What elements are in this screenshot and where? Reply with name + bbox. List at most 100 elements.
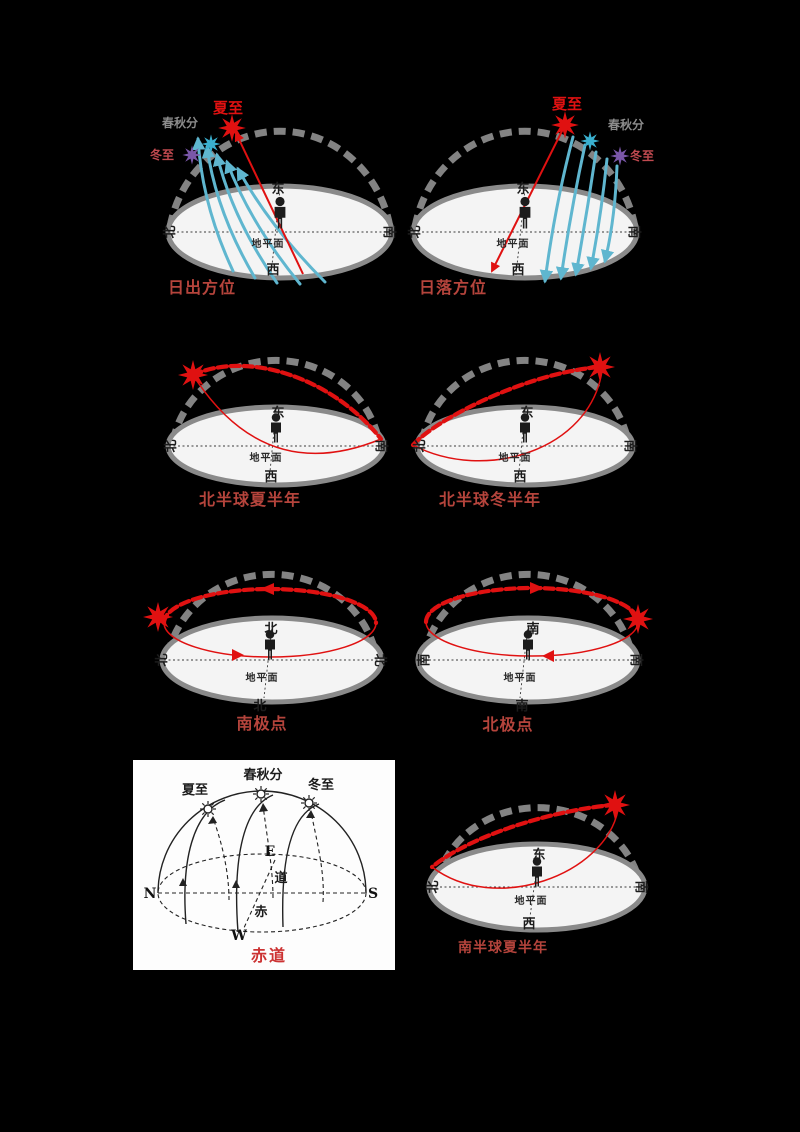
north-label: 北 <box>413 439 428 452</box>
direction-label-bottom: 南 <box>515 698 528 714</box>
sun-path-below-horizon <box>192 374 382 455</box>
horizon-plane-label: 地平面 <box>515 894 548 907</box>
east-label: 东 <box>532 847 545 863</box>
axis-line-v <box>263 624 273 699</box>
direction-label-left: 北 <box>155 653 170 666</box>
sunrise-caption: 日出方位 <box>168 278 236 297</box>
sky-dome-arc <box>166 127 394 228</box>
horizon-plane-label: 地平面 <box>252 237 285 250</box>
rise-arrow-1 <box>208 816 217 824</box>
sky-dome-arc <box>433 804 643 881</box>
panel-south-pole: 北 北 北 北 地平面 南极点 <box>143 570 387 733</box>
summer-sun-ray <box>234 131 304 275</box>
southern-mid-latitude-caption: 南半球夏半年 <box>458 939 548 956</box>
south-label: 南 <box>373 439 389 452</box>
winter-sun-star <box>610 146 630 166</box>
sky-dome-arc <box>420 570 636 656</box>
equinox-rise-dashed <box>262 804 274 899</box>
north-label: 北 <box>164 439 179 452</box>
sky-dome-arc <box>169 356 383 442</box>
west-label: 西 <box>513 470 526 485</box>
south-label: 南 <box>626 225 642 238</box>
east-label: 东 <box>271 405 284 421</box>
equinox-label: 春秋分 <box>242 767 282 783</box>
sky-dome-arc <box>418 356 632 442</box>
summer-half-year-caption: 北半球夏半年 <box>199 490 301 509</box>
equinox-sun-icon <box>252 785 270 803</box>
south-label: 南 <box>633 880 649 893</box>
equator-line <box>242 859 276 931</box>
horizon-plane-label: 地平面 <box>499 451 532 464</box>
horizon-plane-label: 地平面 <box>250 451 283 464</box>
horizon-ellipse <box>426 841 648 933</box>
sun-path-below-horizon <box>431 809 619 889</box>
motion-arrow-inner <box>232 649 244 661</box>
horizon-ellipse <box>165 404 387 488</box>
sun-ray-fan <box>539 135 619 284</box>
west-label: 西 <box>522 917 535 932</box>
equinox-sun-star <box>201 134 221 154</box>
south-letter: S <box>368 886 378 902</box>
south-label: 南 <box>622 439 638 452</box>
direction-label-right: 南 <box>628 653 644 666</box>
panel-north-pole: 南 南 南 南 地平面 北极点 <box>415 570 653 734</box>
summer-sun-icon <box>199 800 217 818</box>
rise-arrow-3 <box>306 810 315 818</box>
direction-label-top: 北 <box>264 622 277 637</box>
path-arrow-down-2 <box>232 880 240 888</box>
winter-rise-dashed <box>310 811 324 903</box>
rise-arrow-2 <box>259 803 268 812</box>
north-label: 北 <box>163 225 178 238</box>
east-label: 东 <box>520 405 533 421</box>
direction-label-left: 南 <box>416 653 432 666</box>
equinox-label: 春秋分 <box>607 117 644 132</box>
winter-sun-star <box>182 145 202 165</box>
sunset-caption: 日落方位 <box>419 278 487 297</box>
sun-star <box>623 604 653 634</box>
north-letter: N <box>144 886 157 902</box>
panel-summer-half-year: 东 西 北 南 地平面 北半球夏半年 <box>164 356 389 509</box>
east-label: 东 <box>516 181 529 197</box>
sun-star <box>585 352 615 382</box>
horizon-plane-label: 地平面 <box>246 671 279 684</box>
equator-char-bottom: 赤 <box>254 904 267 920</box>
east-label: 东 <box>271 181 284 197</box>
sun-star <box>600 790 630 820</box>
panel-equator-diagram: 夏至 春秋分 冬至 E N S W 道 赤 赤道 <box>133 760 395 970</box>
winter-half-year-caption: 北半球冬半年 <box>439 490 541 509</box>
sky-dome-arc <box>164 570 380 656</box>
winter-solstice-label: 冬至 <box>308 777 334 793</box>
equator-char-top: 道 <box>274 870 287 886</box>
panel-winter-half-year: 东 西 北 南 地平面 北半球冬半年 <box>410 352 638 509</box>
panel-sunset-diagram: 夏至 春秋分 冬至 东 西 北 南 地平面 日落方位 <box>408 95 654 297</box>
equinox-label: 春秋分 <box>161 115 198 130</box>
south-label: 南 <box>381 225 397 238</box>
summer-sun-star <box>218 114 246 142</box>
west-label: 西 <box>266 263 279 278</box>
south-pole-caption: 南极点 <box>236 714 287 733</box>
west-label: 西 <box>511 263 524 278</box>
north-pole-caption: 北极点 <box>482 715 533 734</box>
motion-arrow-top <box>260 583 274 595</box>
north-label: 北 <box>408 225 423 238</box>
path-arrow-down-1 <box>179 878 187 886</box>
sun-circle-far-side <box>425 621 639 657</box>
direction-label-bottom: 北 <box>253 699 266 714</box>
horizon-ellipse-dashed <box>157 853 367 933</box>
winter-solstice-label: 冬至 <box>150 147 174 162</box>
sun-path-above-horizon <box>429 802 618 870</box>
east-letter: E <box>265 844 276 860</box>
north-label: 北 <box>426 880 441 893</box>
horizon-plane-label: 地平面 <box>504 671 537 684</box>
winter-solstice-label: 冬至 <box>630 148 654 163</box>
summer-sun-star <box>551 111 579 139</box>
horizon-ellipse <box>414 404 636 488</box>
sun-path-above-horizon <box>410 364 603 448</box>
summer-solstice-label: 夏至 <box>551 95 582 113</box>
panel-sunrise-diagram: 夏至 春秋分 冬至 东 西 北 南 地平面 日出方位 <box>150 99 397 297</box>
summer-solstice-label: 夏至 <box>212 99 243 117</box>
west-letter: W <box>230 928 247 944</box>
sun-star <box>143 602 173 632</box>
summer-sun-ray <box>491 124 566 273</box>
